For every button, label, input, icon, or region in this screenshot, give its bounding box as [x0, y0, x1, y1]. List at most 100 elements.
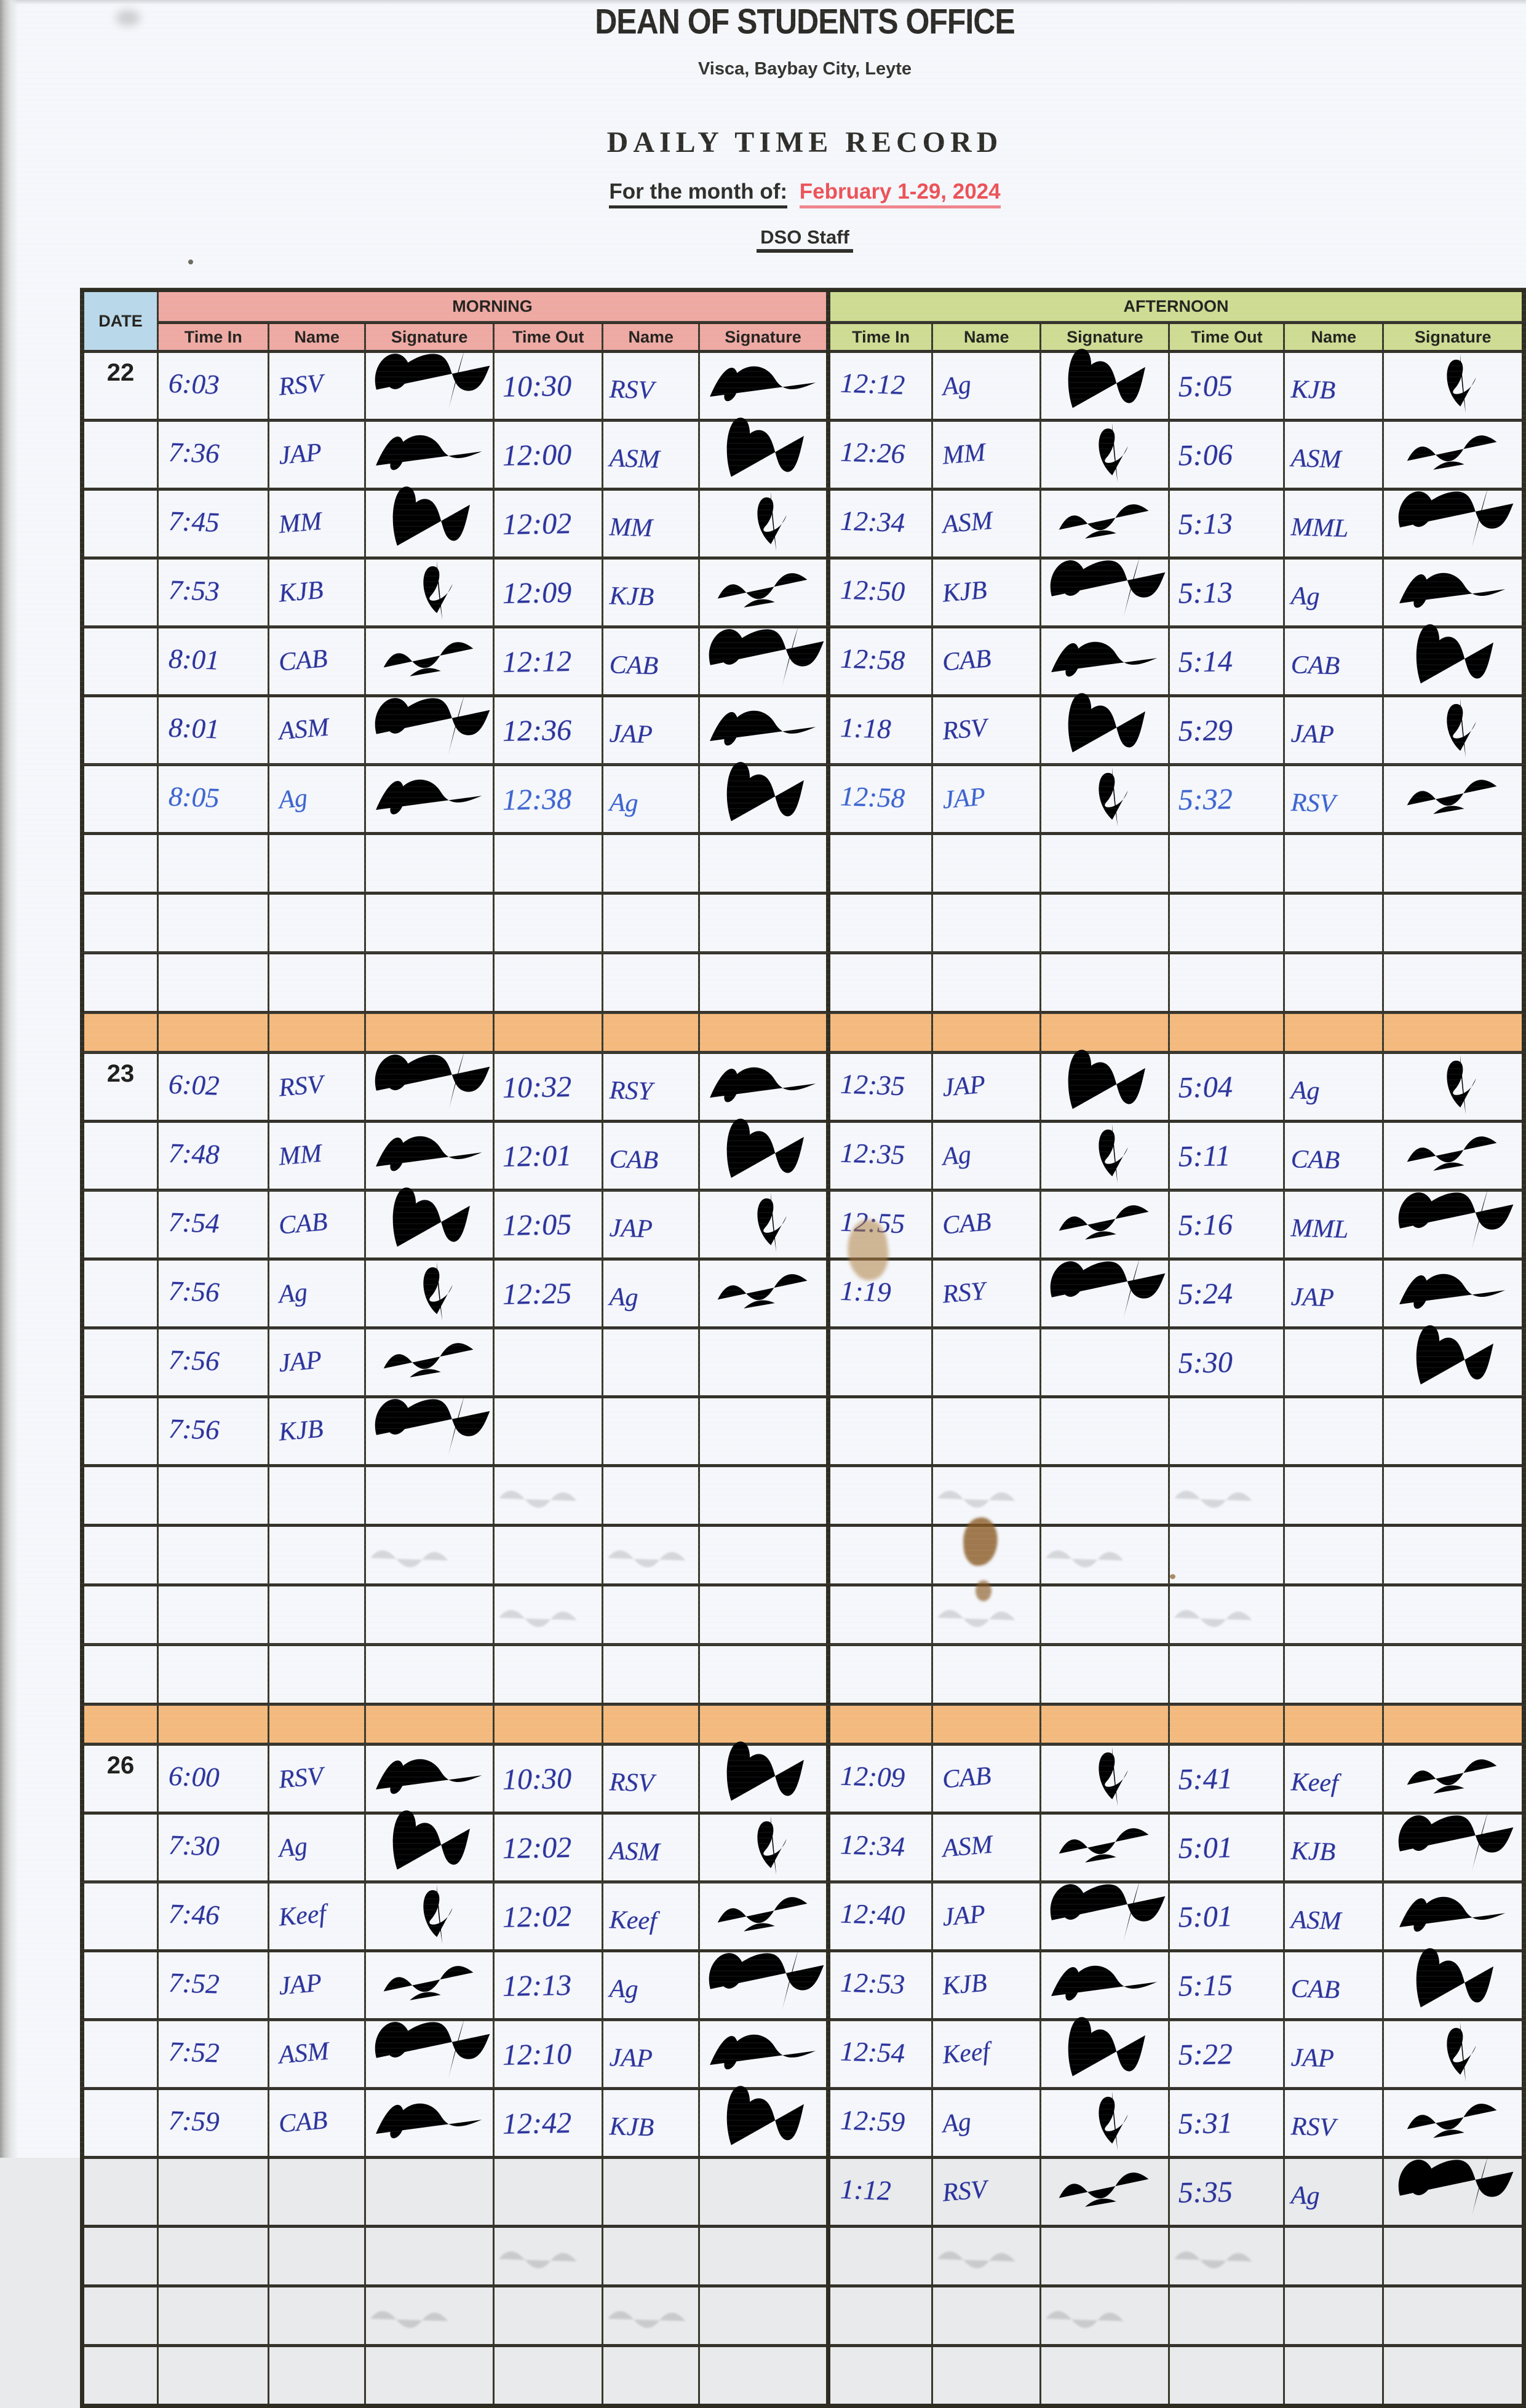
- cell-signature: [698, 1943, 831, 2021]
- handwritten-text: JAP: [277, 1968, 324, 2001]
- handwritten-text: KJB: [277, 1414, 325, 1447]
- empty-cell: [931, 951, 1042, 1014]
- handwritten-text: RSY: [941, 1277, 987, 1309]
- bleed-through-mark: [603, 1530, 691, 1580]
- handwritten-text: 5:32: [1178, 782, 1233, 816]
- cell-name: JAP: [268, 1326, 367, 1398]
- empty-row: [81, 951, 1525, 1014]
- handwritten-text: Ag: [609, 1282, 639, 1312]
- cell-time-out: 12:25: [493, 1257, 604, 1329]
- empty-cell: [827, 1583, 934, 1646]
- cell-signature: [698, 1812, 831, 1883]
- cell-signature: [1382, 1051, 1525, 1123]
- handwritten-text: 7:59: [168, 2104, 220, 2137]
- cell-name: [602, 2156, 701, 2228]
- handwritten-text: 5:11: [1178, 1138, 1231, 1173]
- handwritten-text: 1:12: [840, 2173, 892, 2206]
- signature-scribble: [373, 1389, 491, 1459]
- scan-shadow-top: [0, 0, 1526, 5]
- handwritten-text: 8:01: [168, 643, 220, 676]
- cell-time-out: [493, 1395, 604, 1467]
- cell-name: ASM: [268, 694, 367, 766]
- cell-name: Ag: [268, 1812, 367, 1883]
- empty-cell: [157, 1643, 270, 1706]
- document-title: DAILY TIME RECORD: [606, 126, 1003, 159]
- empty-cell: [931, 2225, 1042, 2287]
- separator-cell: [1382, 1703, 1525, 1746]
- cell-signature: [1039, 1743, 1170, 1815]
- cell-date: [81, 2156, 159, 2228]
- cell-name: JAP: [268, 1949, 367, 2021]
- handwritten-text: JAP: [609, 1213, 653, 1243]
- cell-signature: [364, 1181, 495, 1261]
- cell-name: [931, 1395, 1042, 1467]
- empty-cell: [364, 1464, 495, 1527]
- empty-cell: [1039, 1464, 1170, 1527]
- cell-name: RSV: [1283, 763, 1385, 835]
- cell-signature: [1039, 343, 1170, 422]
- empty-cell: [931, 1524, 1042, 1586]
- cell-time-in: 7:36: [157, 419, 270, 491]
- empty-cell: [493, 1524, 604, 1586]
- cell-signature: [698, 1395, 831, 1467]
- handwritten-text: JAP: [609, 2043, 653, 2073]
- signature-scribble: [725, 2080, 805, 2145]
- cell-time-in: [827, 1395, 934, 1467]
- cell-time-out: 5:13: [1168, 488, 1286, 560]
- handwritten-text: 7:56: [168, 1275, 220, 1308]
- handwritten-text: Ag: [609, 788, 639, 818]
- separator-cell: [602, 1703, 701, 1746]
- handwritten-text: 12:25: [502, 1276, 572, 1311]
- empty-cell: [1382, 2225, 1525, 2287]
- empty-cell: [1382, 832, 1525, 895]
- cell-signature: [1382, 1743, 1525, 1815]
- empty-row: [81, 1524, 1525, 1586]
- cell-name: RSV: [931, 694, 1042, 766]
- cell-signature: [1039, 687, 1170, 766]
- cell-name: Ag: [931, 350, 1042, 422]
- cell-signature: [1039, 1251, 1170, 1329]
- separator-cell: [81, 1703, 159, 1746]
- handwritten-text: RSV: [277, 1069, 325, 1103]
- signature-scribble: [375, 773, 483, 826]
- cell-name: [602, 1326, 701, 1398]
- cell-time-out: 5:30: [1168, 1326, 1286, 1398]
- month-label: For the month of:: [609, 180, 788, 208]
- cell-name: CAB: [931, 1743, 1042, 1815]
- empty-row: [81, 892, 1525, 954]
- cell-time-in: 12:35: [827, 1120, 934, 1192]
- cell-name: RSV: [268, 1743, 367, 1815]
- handwritten-text: KJB: [1290, 1836, 1337, 1866]
- empty-cell: [1382, 951, 1525, 1014]
- cell-time-out: 12:01: [493, 1120, 604, 1192]
- cell-time-out: 5:31: [1168, 2087, 1286, 2159]
- handwritten-text: 7:56: [168, 1344, 220, 1377]
- empty-row: [81, 1583, 1525, 1646]
- cell-signature: [364, 556, 495, 628]
- cell-name: Ag: [1283, 1051, 1385, 1123]
- empty-cell: [1283, 1464, 1385, 1527]
- record-row: 22 6:03 RSV 10:30 RSV 12:12 Ag 5:05 KJB: [81, 343, 1525, 422]
- empty-cell: [1168, 1583, 1286, 1646]
- cell-time-in: 6:02: [157, 1051, 270, 1123]
- empty-cell: [1283, 1643, 1385, 1706]
- handwritten-text: 10:32: [502, 1069, 572, 1104]
- speck: [188, 259, 193, 264]
- cell-time-out: [493, 1326, 604, 1398]
- cell-name: Keef: [268, 1880, 367, 1952]
- cell-name: ASM: [931, 1812, 1042, 1883]
- bleed-through-mark: [932, 2231, 1020, 2281]
- handwritten-text: ASM: [609, 443, 661, 474]
- cell-time-in: 12:35: [827, 1051, 934, 1123]
- cell-time-in: 7:59: [157, 2087, 270, 2159]
- empty-row: [81, 2225, 1525, 2287]
- cell-time-out: 10:30: [493, 1743, 604, 1815]
- empty-cell: [1382, 1643, 1525, 1706]
- cell-name: Ag: [602, 1257, 701, 1329]
- cell-name: CAB: [268, 1189, 367, 1261]
- empty-cell: [1039, 2344, 1170, 2407]
- empty-cell: [1382, 2284, 1525, 2347]
- empty-cell: [493, 1643, 604, 1706]
- handwritten-text: Keef: [277, 1899, 328, 1932]
